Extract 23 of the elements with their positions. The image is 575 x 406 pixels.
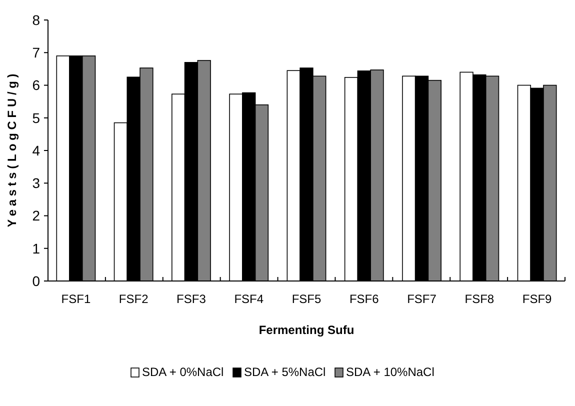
x-tick-label: FSF1 <box>61 292 91 306</box>
legend-label: SDA + 0%NaCl <box>142 365 224 379</box>
x-tick-label: FSF9 <box>522 292 552 306</box>
x-tick-label: FSF3 <box>176 292 206 306</box>
y-tick-label: 4 <box>32 142 40 158</box>
x-axis-title: Fermenting Sufu <box>258 323 354 337</box>
y-tick-label: 0 <box>32 272 40 289</box>
y-tick-label: 6 <box>32 77 40 94</box>
x-tick-label: FSF2 <box>118 292 149 306</box>
x-tick-label: FSF5 <box>292 292 322 306</box>
x-tick-label: FSF8 <box>464 292 494 306</box>
y-tick-label: 5 <box>32 110 40 126</box>
legend-label: SDA + 5%NaCl <box>244 365 326 379</box>
y-tick-label: 1 <box>32 240 40 256</box>
x-tick-label: FSF6 <box>349 292 380 306</box>
legend-label: SDA + 10%NaCl <box>346 365 434 379</box>
x-tick-label: FSF4 <box>234 292 264 306</box>
y-axis-title: Y e a s t s ( L o g C F U / g ) <box>5 74 19 228</box>
y-tick-label: 7 <box>32 44 40 61</box>
y-tick-label: 3 <box>32 175 40 192</box>
y-tick-label: 8 <box>32 12 40 28</box>
y-tick-label: 2 <box>32 208 40 224</box>
x-tick-label: FSF7 <box>407 292 437 306</box>
